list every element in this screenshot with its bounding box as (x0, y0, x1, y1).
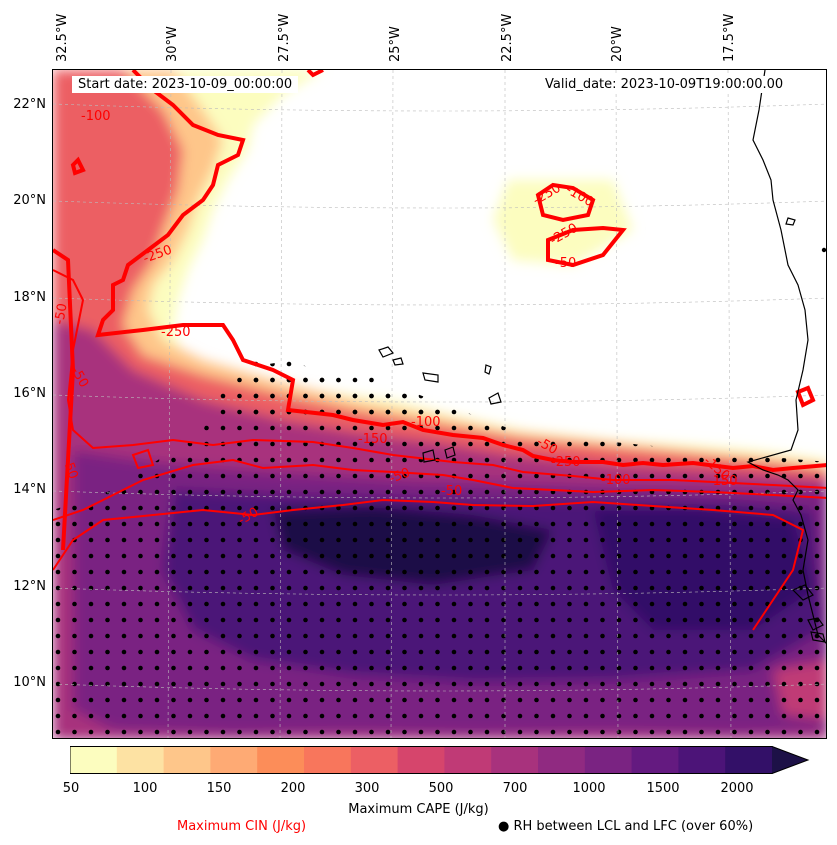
cin-legend-label: Maximum CIN (J/kg) (177, 819, 307, 834)
colorbar-tick: 50 (62, 781, 80, 796)
cin-label: -50 (441, 484, 462, 499)
colorbar-segment (772, 746, 808, 774)
cape-patch-north (493, 180, 633, 265)
colorbar-tick: 500 (428, 781, 454, 796)
colorbar-segment (210, 746, 258, 774)
colorbar-tick: 300 (354, 781, 380, 796)
cape-cin-map: -100 -50 -250 -250 -50 -50 -50 -150 -100… (53, 70, 826, 738)
colorbar-segment (584, 746, 633, 774)
cin-label: -50 (387, 465, 412, 486)
lat-tick: 18°N (13, 290, 46, 305)
cin-label: -50 (53, 302, 71, 326)
cin-contour (53, 498, 805, 631)
lat-tick: 12°N (13, 579, 46, 594)
cin-label: -50 (59, 456, 80, 481)
colorbar-segment (725, 746, 773, 774)
colorbar-title: Maximum CAPE (J/kg) (348, 802, 489, 817)
colorbar-segment (257, 746, 305, 774)
colorbar-segment (538, 746, 586, 774)
cape-verde-island (484, 364, 492, 375)
colorbar-segment (631, 746, 679, 774)
cin-label: -50 (555, 256, 576, 271)
cin-contour-thick (546, 225, 627, 268)
cape-colorbar (70, 746, 810, 774)
lon-tick: 30°W (165, 26, 180, 62)
lon-tick: 27.5°W (277, 13, 292, 62)
cin-contour-thick (535, 182, 596, 223)
lat-tick: 16°N (13, 386, 46, 401)
lon-tick: 32.5°W (55, 13, 70, 62)
cin-label: -150 (708, 474, 738, 489)
lat-tick: 10°N (13, 675, 46, 690)
lon-tick: 22.5°W (500, 13, 515, 62)
cin-contour-thick (95, 70, 826, 473)
lon-tick: 17.5°W (722, 13, 737, 62)
lon-tick: 25°W (388, 26, 403, 62)
bissau-islands (807, 617, 824, 631)
colorbar-segment (304, 746, 352, 774)
rh-legend-label: ● RH between LCL and LFC (over 60%) (498, 819, 754, 834)
valid-date-label: Valid_date: 2023-10-09T19:00:00.00 (539, 76, 790, 93)
map-panel: -100 -50 -250 -250 -50 -50 -50 -150 -100… (52, 69, 827, 739)
cin-contour (53, 269, 826, 489)
colorbar-tick: 1500 (646, 781, 680, 796)
cape-verde-island (488, 392, 502, 405)
colorbar-tick: 200 (280, 781, 306, 796)
cin-label: -250 (551, 455, 581, 470)
colorbar-segment (678, 746, 726, 774)
cin-contour (53, 458, 826, 521)
cape-verde-island (422, 372, 439, 383)
colorbar-tick: 100 (132, 781, 158, 796)
colorbar-segment (491, 746, 539, 774)
colorbar-tick: 1000 (572, 781, 606, 796)
cin-contour-thick (795, 385, 816, 408)
cin-contour-thick (53, 248, 76, 551)
colorbar-tick: 150 (206, 781, 232, 796)
island-dot (821, 247, 826, 253)
colorbar-segment (116, 746, 165, 774)
colorbar-tick: 2000 (720, 781, 754, 796)
cin-contour-thick (70, 156, 86, 176)
rh-stipple (53, 360, 826, 735)
cape-verde-island (444, 446, 456, 459)
cin-label: -100 (411, 415, 441, 430)
lat-tick: 14°N (13, 482, 46, 497)
rh-stipple (253, 360, 443, 415)
colorbar-segment (444, 746, 492, 774)
start-date-label: Start date: 2023-10-09_00:00:00 (72, 76, 299, 93)
lat-tick: 22°N (13, 97, 46, 112)
cape-verde-island (422, 449, 436, 463)
cape-verde-island (392, 357, 404, 366)
cape-verde-island (378, 346, 394, 358)
colorbar-segment (163, 746, 211, 774)
colorbar-segment (397, 746, 445, 774)
africa-coastline (746, 70, 826, 644)
cin-contours (53, 70, 826, 631)
cin-label: -100 (601, 473, 631, 488)
gridlines (53, 70, 826, 738)
colorbar-tick: 700 (502, 781, 528, 796)
coastline (378, 70, 826, 644)
lon-tick: 20°W (610, 26, 625, 62)
bissau-islands (791, 584, 814, 601)
colorbar-segment (350, 746, 399, 774)
colorbar-segment (70, 746, 118, 774)
cin-contour (131, 448, 155, 470)
cin-label: -250 (161, 325, 191, 340)
lat-tick: 20°N (13, 193, 46, 208)
bissau-islands (810, 631, 826, 643)
canary-island (785, 217, 796, 226)
cin-label: -150 (358, 432, 388, 447)
cin-label: -100 (81, 109, 111, 124)
